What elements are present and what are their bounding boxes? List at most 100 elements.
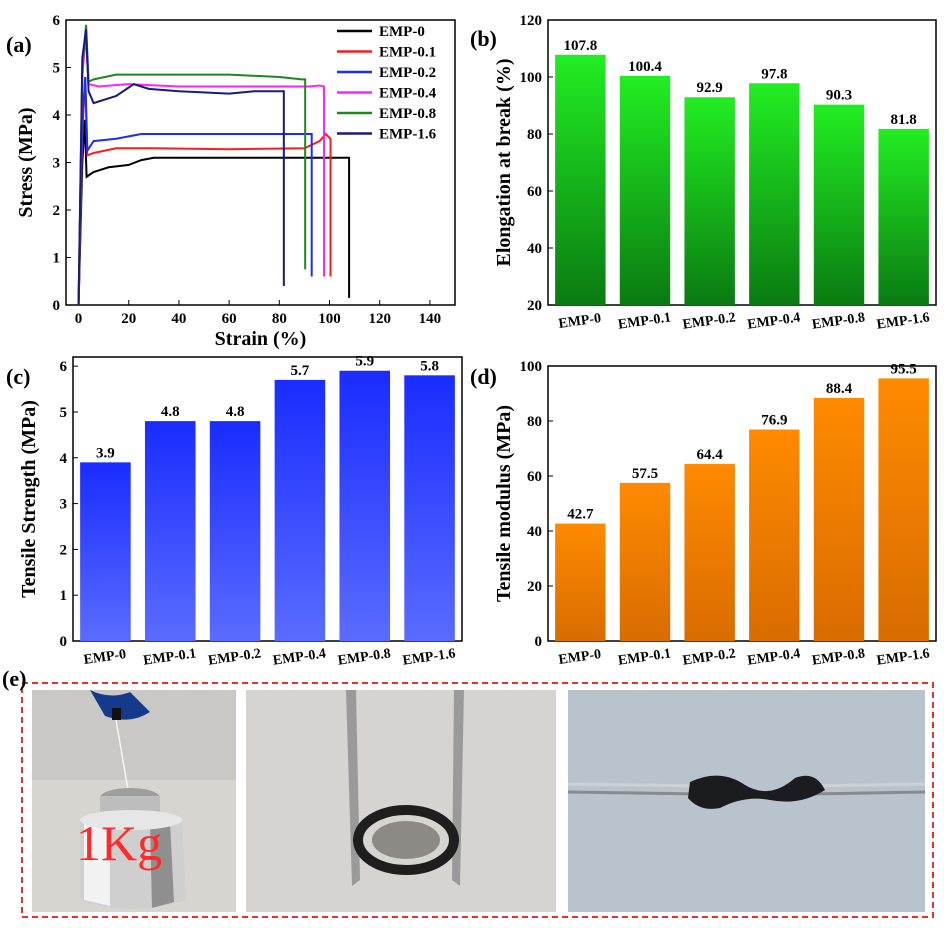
series-line-emp-0 (77, 119, 351, 306)
x-tick-label-a: 140 (419, 311, 442, 327)
y-tick-label-a: 3 (53, 156, 61, 172)
data-label-c: 5.7 (291, 363, 310, 379)
x-tick-label-a: 80 (272, 311, 287, 327)
y-tick-label-a: 2 (53, 203, 61, 219)
y-tick-label-a: 0 (53, 298, 61, 314)
bar-d (749, 429, 800, 641)
bar-c (404, 375, 455, 641)
panel-label-c: (c) (6, 364, 30, 389)
y-tick-label-d: 40 (527, 524, 542, 540)
y-tick-label-a: 5 (53, 61, 61, 77)
y-tick-label-a: 4 (53, 108, 61, 124)
y-tick-label-d: 100 (520, 359, 543, 375)
y-tick-label-b: 20 (527, 298, 542, 314)
bar-d (619, 482, 671, 641)
y-tick-label-b: 40 (527, 241, 542, 257)
plot-frame-b (547, 19, 937, 306)
category-label-c: EMP-0.4 (272, 646, 327, 668)
data-label-b: 97.8 (761, 66, 787, 82)
category-label-b: EMP-0.1 (617, 310, 672, 332)
category-label-c: EMP-1.6 (402, 646, 457, 668)
y-axis-label-d: Tensile modulus (MPa) (493, 405, 515, 602)
category-label-b: EMP-0.8 (811, 310, 866, 332)
legend-label: EMP-0.8 (379, 106, 436, 122)
bar-b (878, 128, 929, 305)
panel-label-e: (e) (2, 666, 26, 691)
panel-label-a: (a) (6, 32, 32, 57)
y-axis-label-c: Tensile Strength (MPa) (18, 400, 40, 598)
legend-label: EMP-0.2 (379, 65, 436, 81)
bar-d (878, 378, 929, 641)
category-label-c: EMP-0.1 (142, 646, 197, 668)
y-tick-label-b: 80 (527, 127, 542, 143)
ring-sample-icon (353, 805, 459, 875)
y-tick-label-c: 3 (60, 497, 68, 513)
data-label-d: 95.5 (891, 361, 917, 377)
bar-b (749, 83, 800, 306)
x-tick-label-a: 0 (75, 311, 83, 327)
y-axis-label-a: Stress (MPa) (15, 107, 37, 217)
bar-c (209, 421, 261, 641)
x-tick-label-a: 100 (318, 311, 341, 327)
tensile-modulus-bar-chart: 0 20 40 60 80 100 42.7 EMP-0 57.5 EMP-0.1 64.4 EMP-… (493, 359, 937, 669)
data-label-d: 76.9 (761, 413, 787, 429)
category-label-d: EMP-0.1 (617, 646, 672, 668)
series-line-emp-0-8 (77, 24, 307, 306)
photo-weight-hanging (32, 690, 236, 912)
panel-e-frame (21, 682, 934, 918)
bar-b (813, 104, 865, 306)
bar-d (555, 523, 606, 641)
y-tick-label-a: 1 (53, 251, 61, 267)
y-tick-label-c: 2 (60, 542, 68, 558)
glove-icon (90, 690, 150, 720)
data-label-d: 57.5 (632, 466, 658, 482)
panel-label-d: (d) (470, 364, 497, 389)
y-tick-label-c: 0 (60, 634, 68, 650)
legend-label: EMP-0.1 (379, 45, 436, 61)
bar-c (144, 421, 196, 641)
x-tick-label-a: 20 (121, 311, 136, 327)
data-label-c: 4.8 (161, 404, 180, 420)
category-label-d: EMP-0 (558, 647, 602, 668)
category-label-b: EMP-0.4 (746, 310, 801, 332)
data-label-b: 92.9 (697, 80, 723, 96)
data-label-c: 4.8 (226, 404, 245, 420)
data-label-c: 5.9 (355, 354, 374, 370)
bar-c (339, 370, 391, 641)
bar-b (555, 54, 606, 305)
category-label-b: EMP-1.6 (876, 310, 931, 332)
category-label-d: EMP-0.2 (682, 646, 737, 668)
bar-c (80, 462, 131, 641)
stress-strain-chart: 0 20 40 60 80 100 120 140 0 1 2 3 4 5 6 Strain (%) Stres… (15, 13, 456, 350)
bar-d (684, 463, 735, 641)
data-label-b: 81.8 (891, 112, 917, 128)
y-tick-label-c: 1 (60, 588, 68, 604)
x-axis-label-a: Strain (%) (215, 328, 307, 350)
legend-label: EMP-0 (379, 24, 425, 40)
x-tick-label-a: 120 (368, 311, 391, 327)
plot-frame-c (72, 356, 463, 642)
photo-tweezer-ring (246, 690, 556, 912)
y-tick-label-b: 60 (527, 184, 542, 200)
bar-c (274, 379, 326, 641)
twisted-strip-icon (688, 775, 825, 809)
y-tick-label-c: 5 (60, 405, 68, 421)
bar-d (813, 397, 865, 641)
weight-label: 1Kg (76, 815, 163, 871)
series-line-emp-1-6 (77, 29, 285, 306)
category-label-d: EMP-1.6 (876, 646, 931, 668)
y-tick-label-d: 20 (527, 579, 542, 595)
data-label-d: 64.4 (697, 447, 724, 463)
y-axis-label-b: Elongation at break (%) (493, 59, 515, 267)
elongation-bar-chart: 20 40 60 80 100 120 107.8 EMP-0 100.4 EMP-0.1 92.9… (493, 13, 937, 333)
category-label-b: EMP-0.2 (682, 310, 737, 332)
category-label-d: EMP-0.4 (746, 646, 801, 668)
tensile-strength-bar-chart: 0 1 2 3 4 5 6 3.9 EMP-0 4.8 EMP-0.1 4.8 EMP-0.2 5.7 EM… (18, 354, 463, 669)
plot-frame-d (547, 365, 937, 642)
y-tick-label-c: 4 (60, 451, 68, 467)
panel-label-b: (b) (470, 26, 497, 51)
data-label-c: 3.9 (96, 445, 115, 461)
series-line-emp-0-2 (77, 76, 313, 306)
category-label-d: EMP-0.8 (811, 646, 866, 668)
